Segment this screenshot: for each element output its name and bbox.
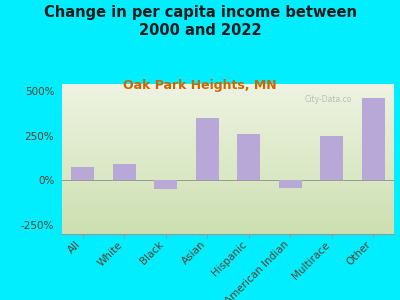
Text: Oak Park Heights, MN: Oak Park Heights, MN bbox=[123, 80, 277, 92]
Text: Change in per capita income between
2000 and 2022: Change in per capita income between 2000… bbox=[44, 4, 356, 38]
Bar bbox=[113, 164, 136, 180]
Bar bbox=[196, 118, 219, 180]
Text: City-Data.co: City-Data.co bbox=[304, 95, 352, 104]
Bar bbox=[237, 134, 260, 180]
Bar bbox=[71, 167, 94, 180]
Bar bbox=[362, 98, 385, 180]
Bar bbox=[279, 180, 302, 188]
Bar bbox=[320, 136, 343, 180]
Bar bbox=[154, 180, 177, 189]
